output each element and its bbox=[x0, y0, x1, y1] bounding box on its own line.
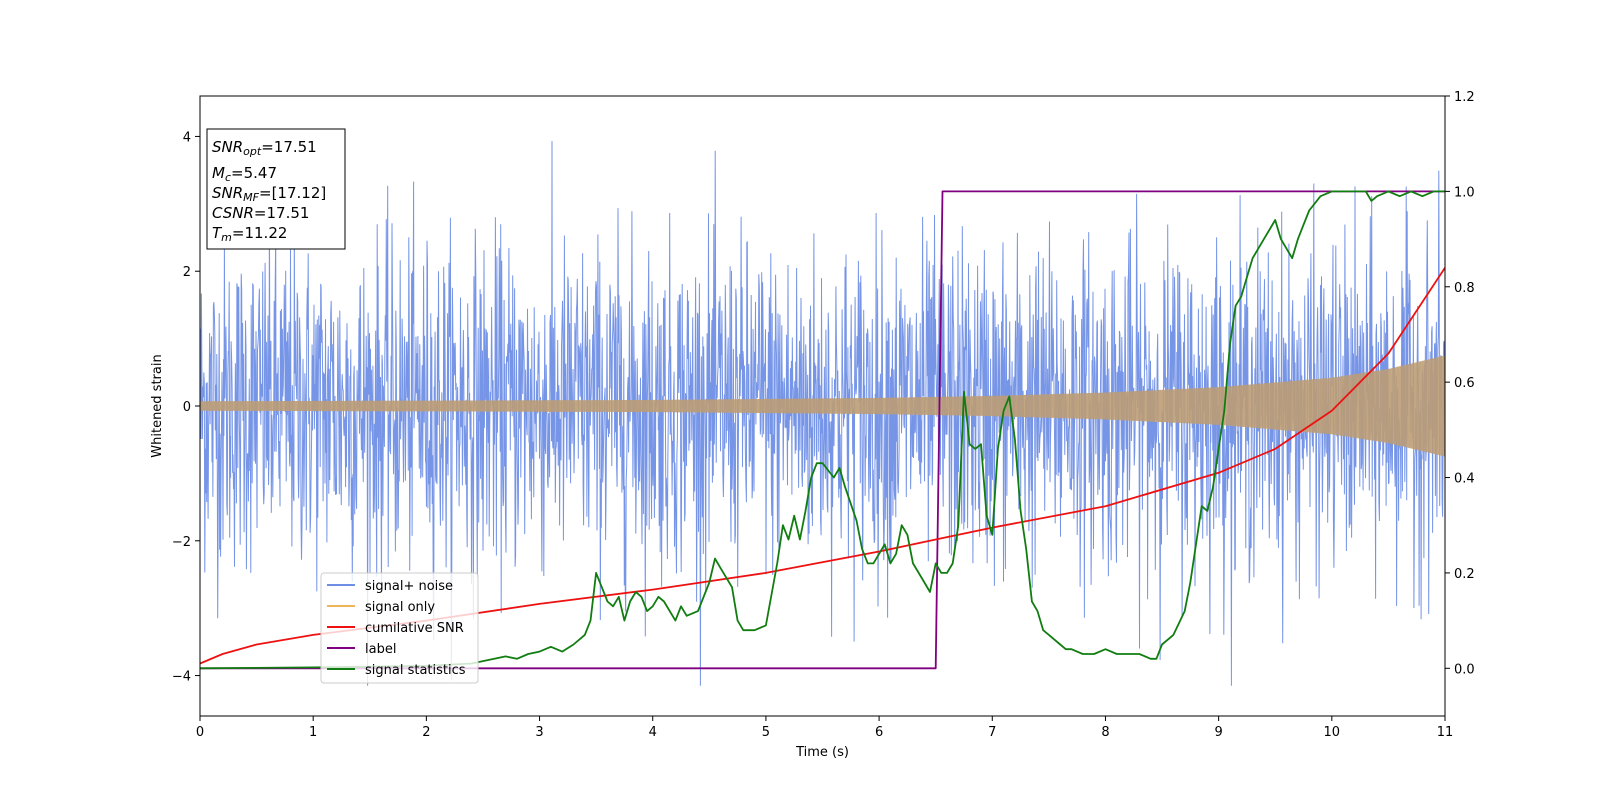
y-left-tick-label: −2 bbox=[172, 535, 191, 550]
x-tick-label: 9 bbox=[1214, 725, 1222, 740]
y-left-tick-label: 4 bbox=[183, 130, 191, 145]
x-tick-label: 6 bbox=[875, 725, 883, 740]
y-right-tick-label: 0.6 bbox=[1454, 376, 1475, 391]
x-tick-label: 10 bbox=[1324, 725, 1341, 740]
info-csnr: CSNR=17.51 bbox=[212, 204, 309, 222]
info-box-frame bbox=[206, 128, 346, 250]
y-left-tick-label: −4 bbox=[172, 670, 191, 685]
legend-label-signal-only: signal only bbox=[365, 600, 435, 615]
x-tick-label: 1 bbox=[309, 725, 317, 740]
legend-label-cumulative-snr: cumilative SNR bbox=[365, 621, 464, 636]
y-right-tick-label: 0.4 bbox=[1454, 472, 1475, 487]
info-snr-opt: SNRopt=17.51 bbox=[212, 138, 317, 158]
series-layer bbox=[200, 141, 1445, 686]
x-axis-label: Time (s) bbox=[795, 745, 849, 760]
series-cumulative-snr bbox=[200, 267, 1445, 665]
x-tick-label: 8 bbox=[1101, 725, 1109, 740]
series-label bbox=[200, 190, 1445, 670]
series-signal-noise bbox=[200, 141, 1445, 686]
legend-label-signal-noise: signal+ noise bbox=[365, 579, 453, 594]
legend-frame bbox=[320, 572, 479, 684]
series-signal-only bbox=[200, 355, 1445, 457]
info-box: SNRopt=17.51 Mc=5.47 SNRMF=[17.12] CSNR=… bbox=[206, 128, 346, 250]
x-tick-label: 4 bbox=[649, 725, 657, 740]
x-tick-label: 0 bbox=[196, 725, 204, 740]
info-snr-mf: SNRMF=[17.12] bbox=[212, 184, 326, 204]
x-tick-label: 5 bbox=[762, 725, 770, 740]
y-right-tick-label: 1.2 bbox=[1454, 90, 1475, 105]
y-left-tick-label: 2 bbox=[183, 265, 191, 280]
y-right-tick-label: 0.0 bbox=[1454, 662, 1475, 677]
series-signal-statistics bbox=[200, 190, 1445, 670]
y-left-tick-label: 0 bbox=[183, 400, 191, 415]
x-tick-label: 2 bbox=[422, 725, 430, 740]
y-right-tick-label: 0.2 bbox=[1454, 567, 1475, 582]
info-tm: Tm=11.22 bbox=[212, 224, 287, 244]
y-axis-left: −4 −2 0 2 4 bbox=[172, 130, 200, 685]
legend-label-signal-statistics: signal statistics bbox=[365, 663, 466, 678]
y-right-tick-label: 1.0 bbox=[1454, 185, 1475, 200]
legend-label-label: label bbox=[365, 642, 396, 657]
info-mc: Mc=5.47 bbox=[212, 164, 277, 184]
x-tick-label: 11 bbox=[1437, 725, 1454, 740]
x-tick-label: 7 bbox=[988, 725, 996, 740]
y-axis-left-label: Whitened strain bbox=[150, 354, 165, 457]
y-right-tick-label: 0.8 bbox=[1454, 281, 1475, 296]
x-axis: 0 1 2 3 4 5 6 7 8 9 10 11 bbox=[196, 716, 1453, 740]
y-axis-right: 0.0 0.2 0.4 0.6 0.8 1.0 1.2 bbox=[1445, 90, 1475, 677]
legend: signal+ noise signal only cumilative SNR… bbox=[320, 572, 479, 684]
x-tick-label: 3 bbox=[535, 725, 543, 740]
